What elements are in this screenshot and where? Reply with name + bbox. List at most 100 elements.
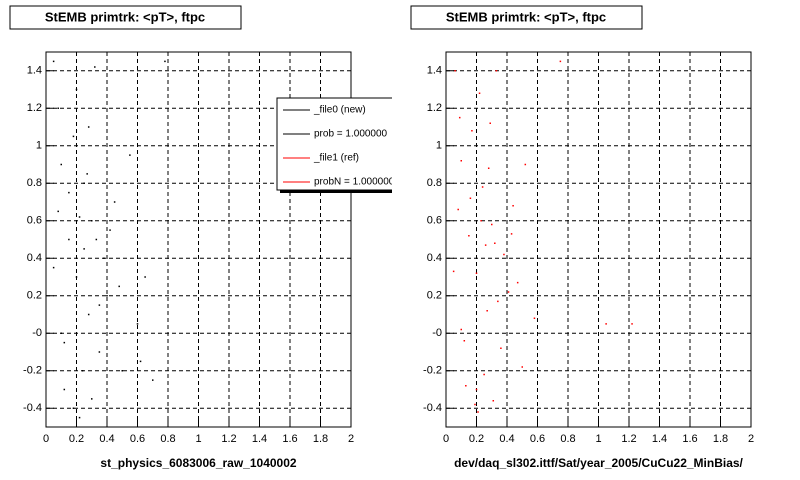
y-tick-label: 0.6: [427, 215, 442, 227]
legend-label: prob = 1.000000: [314, 129, 388, 140]
x-tick-label: 0.2: [69, 433, 84, 445]
point: [500, 347, 502, 349]
y-tick-label: 1: [36, 140, 42, 152]
point: [78, 216, 81, 218]
point: [139, 360, 142, 363]
point: [72, 407, 75, 409]
point: [68, 238, 70, 241]
point: [87, 313, 90, 316]
x-tick-label: 1.4: [252, 433, 267, 445]
y-tick-label: 0.2: [427, 290, 442, 302]
point: [452, 270, 455, 273]
x-tick-label: 0.8: [160, 433, 175, 445]
chart-title: StEMB primtrk: <pT>, ftpc: [45, 9, 205, 24]
point: [477, 411, 479, 413]
x-axis-label: st_physics_6083006_raw_1040002: [100, 456, 296, 470]
title-box: [410, 5, 643, 30]
point: [497, 300, 499, 303]
point: [465, 385, 467, 387]
x-tick-label: 1: [595, 433, 601, 445]
point: [475, 272, 478, 274]
legend-label: _file0 (new): [313, 105, 366, 116]
point: [78, 416, 81, 419]
point: [152, 379, 154, 381]
y-tick-label: 0.6: [27, 215, 42, 227]
point: [559, 60, 562, 63]
point: [75, 88, 78, 91]
point: [94, 66, 96, 68]
point: [463, 340, 466, 342]
point: [52, 60, 55, 63]
point: [480, 220, 482, 222]
y-tick-label: -0.4: [423, 402, 442, 414]
y-tick-label: 1.2: [427, 102, 442, 114]
point: [489, 122, 491, 124]
y-tick-label: 0.4: [427, 252, 442, 264]
point: [129, 154, 131, 156]
point: [83, 248, 85, 250]
point: [103, 257, 105, 259]
point: [106, 295, 108, 297]
x-tick-label: 1.2: [221, 433, 236, 445]
chart-title: StEMB primtrk: <pT>, ftpc: [446, 9, 606, 24]
x-tick-label: 1.8: [713, 433, 728, 445]
point: [487, 167, 490, 169]
y-tick-label: 0.8: [27, 177, 42, 189]
point: [164, 60, 166, 63]
point: [486, 310, 488, 312]
x-tick-label: 1.6: [282, 433, 297, 445]
point: [512, 205, 514, 207]
point: [471, 130, 473, 132]
x-tick-label: 0.6: [530, 433, 545, 445]
point: [68, 191, 70, 194]
x-tick-label: 0.8: [560, 433, 575, 445]
point: [95, 238, 98, 241]
x-tick-label: 1.8: [313, 433, 328, 445]
x-tick-label: 0: [43, 433, 49, 445]
point: [87, 126, 90, 128]
point: [516, 281, 519, 284]
point: [458, 116, 461, 119]
y-tick-label: -0.4: [23, 402, 42, 414]
point: [474, 403, 476, 406]
point: [136, 323, 139, 325]
point: [605, 323, 607, 325]
x-tick-label: 1.2: [621, 433, 636, 445]
point: [631, 323, 633, 325]
point: [60, 163, 62, 166]
point: [63, 341, 66, 344]
point: [52, 266, 55, 269]
point: [118, 285, 120, 288]
x-tick-label: 0.6: [130, 433, 145, 445]
point: [457, 208, 459, 211]
legend-box: [276, 97, 392, 191]
point: [83, 182, 85, 184]
point: [521, 366, 523, 368]
point: [81, 370, 84, 372]
x-axis-label: dev/daq_sl302.ittf/Sat/year_2005/CuCu22_…: [454, 456, 743, 470]
point: [491, 223, 493, 226]
x-tick-label: 0.4: [99, 433, 114, 445]
y-tick-label: 1.4: [27, 65, 42, 77]
point: [510, 233, 513, 235]
point: [484, 244, 487, 246]
x-tick-label: 2: [348, 433, 354, 445]
plot-frame: [445, 51, 752, 428]
point: [495, 70, 498, 72]
point: [475, 388, 478, 391]
point: [98, 304, 101, 306]
title-box: [9, 5, 242, 30]
x-tick-label: 0: [443, 433, 449, 445]
x-tick-label: 0.4: [499, 433, 514, 445]
point: [469, 197, 472, 199]
y-tick-label: 0.2: [27, 290, 42, 302]
legend-label: probN = 1.000000: [314, 177, 395, 188]
y-tick-label: -0.2: [23, 365, 42, 377]
y-tick-label: -0.2: [423, 365, 442, 377]
point: [460, 328, 462, 331]
x-tick-label: 1.4: [652, 433, 667, 445]
point: [492, 400, 495, 402]
point: [75, 276, 78, 278]
point: [63, 388, 66, 391]
